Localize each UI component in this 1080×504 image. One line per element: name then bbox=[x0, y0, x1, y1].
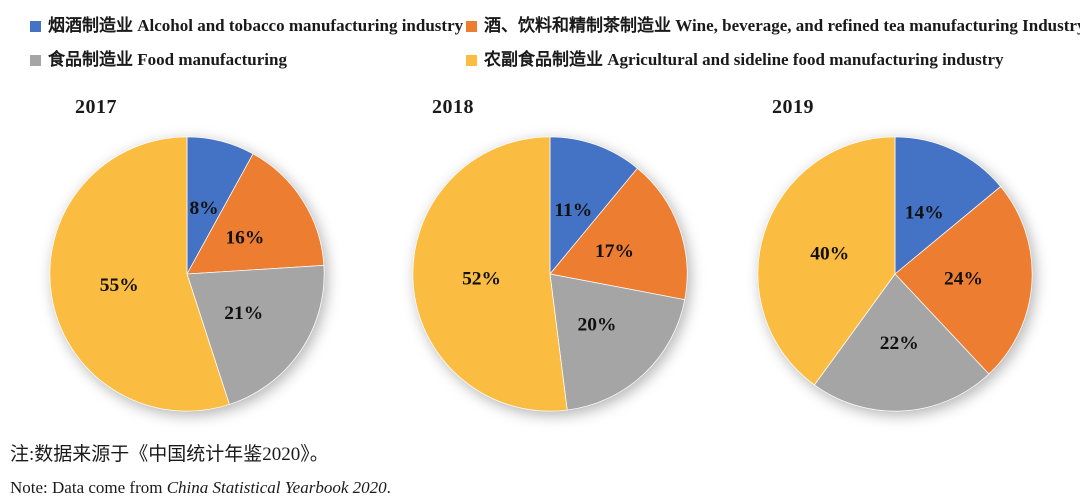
legend-label: 烟酒制造业 Alcohol and tobacco manufacturing … bbox=[48, 16, 464, 35]
pie-chart-2019: 2019 14% 24% 22% 40% bbox=[756, 95, 1034, 413]
chart-title-2018: 2018 bbox=[432, 96, 474, 118]
pie-slice bbox=[894, 136, 1002, 275]
pie-slice bbox=[757, 136, 896, 386]
pie-slice bbox=[186, 153, 325, 275]
legend-swatch-yellow-icon bbox=[466, 54, 477, 66]
pie-slice-label: 55% bbox=[100, 275, 139, 296]
pie-chart-2018: 2018 11% 17% 20% 52% bbox=[411, 95, 689, 413]
legend-swatch-orange-icon bbox=[466, 20, 477, 32]
source-notes: 注:数据来源于《中国统计年鉴2020》。 Note: Data come fro… bbox=[10, 443, 391, 499]
pie-slice-label: 21% bbox=[224, 303, 263, 324]
pie-slice bbox=[49, 136, 230, 412]
pie-2019: 14% 24% 22% 40% bbox=[757, 136, 1033, 412]
legend-item-food-manufacturing: 食品制造业 Food manufacturing bbox=[30, 50, 466, 70]
pie-slice-label: 52% bbox=[462, 269, 501, 290]
legend-item-wine-beverage-tea: 酒、饮料和精制茶制造业 Wine, beverage, and refined … bbox=[466, 16, 1080, 36]
pie-slice bbox=[894, 186, 1033, 375]
pie-2017: 8% 16% 21% 55% bbox=[49, 136, 325, 412]
legend-item-agri-sideline-food: 农副食品制造业 Agricultural and sideline food m… bbox=[466, 50, 1080, 70]
legend-item-alcohol-tobacco: 烟酒制造业 Alcohol and tobacco manufacturing … bbox=[30, 16, 466, 36]
pie-slice-label: 17% bbox=[595, 241, 634, 262]
pie-slice-label: 20% bbox=[578, 314, 617, 335]
pie-slice-label: 16% bbox=[225, 228, 264, 249]
note-english: Note: Data come from China Statistical Y… bbox=[10, 477, 391, 499]
pie-slice-label: 8% bbox=[189, 198, 218, 219]
legend-swatch-blue-icon bbox=[30, 20, 41, 32]
legend-label: 酒、饮料和精制茶制造业 Wine, beverage, and refined … bbox=[484, 16, 1080, 35]
legend: 烟酒制造业 Alcohol and tobacco manufacturing … bbox=[30, 16, 1080, 70]
pie-slice bbox=[186, 264, 325, 405]
pie-slice-label: 14% bbox=[905, 202, 944, 223]
pie-slice bbox=[549, 136, 638, 276]
note-english-source-title: China Statistical Yearbook 2020 bbox=[166, 478, 387, 497]
chart-title-2017: 2017 bbox=[75, 96, 117, 118]
pie-2018: 11%17% 20% 52% bbox=[412, 136, 688, 412]
pie-slice bbox=[813, 273, 990, 412]
note-chinese: 注:数据来源于《中国统计年鉴2020》。 bbox=[10, 444, 329, 465]
pie-chart-2017: 2017 8% 16% 21% 55% bbox=[48, 95, 326, 413]
pie-slice-label: 11% bbox=[554, 200, 592, 221]
pie-slice-label: 24% bbox=[944, 269, 983, 290]
legend-swatch-gray-icon bbox=[30, 54, 41, 66]
note-english-prefix: Note: Data come from bbox=[10, 478, 167, 497]
legend-label: 农副食品制造业 Agricultural and sideline food m… bbox=[484, 50, 1004, 69]
pie-slice-label: 22% bbox=[880, 333, 919, 354]
note-english-suffix: . bbox=[386, 478, 391, 497]
legend-label: 食品制造业 Food manufacturing bbox=[48, 50, 287, 69]
pie-slice bbox=[549, 167, 688, 301]
pie-slice-label: 40% bbox=[810, 243, 849, 264]
pie-slice bbox=[412, 136, 568, 412]
chart-title-2019: 2019 bbox=[772, 96, 814, 118]
pie-slice bbox=[549, 273, 686, 411]
